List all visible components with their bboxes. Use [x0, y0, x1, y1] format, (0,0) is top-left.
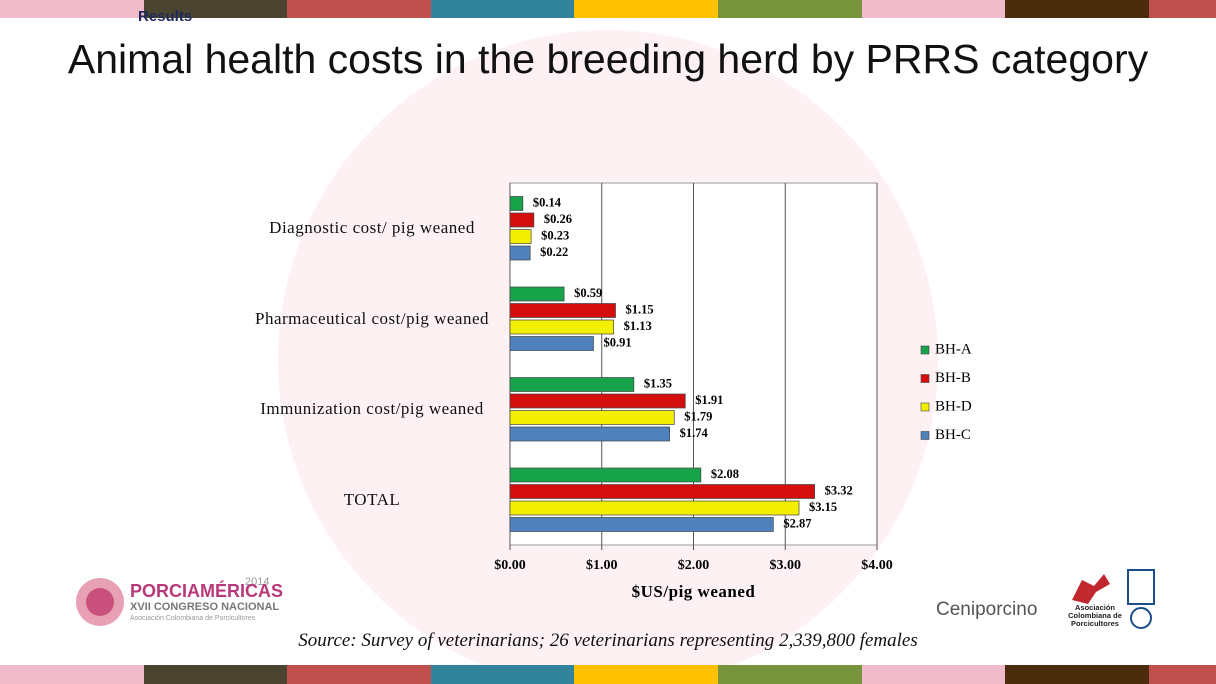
data-label: $0.23 [541, 228, 569, 242]
legend-label: BH-A [935, 341, 972, 357]
x-tick-label: $2.00 [678, 558, 710, 573]
legend-swatch [920, 431, 930, 440]
data-label: $1.15 [626, 302, 654, 316]
y-tick-label: Pharmaceutical cost/pig weaned [254, 308, 490, 328]
source-note: Source: Survey of veterinarians; 26 vete… [298, 630, 918, 651]
y-tick-label: Immunization cost/pig weaned [260, 399, 484, 419]
bar [509, 196, 524, 211]
legend-swatch [920, 374, 930, 383]
bar [509, 500, 800, 516]
data-label: $0.14 [533, 195, 562, 209]
data-label: $0.26 [544, 212, 572, 226]
x-tick-label: $3.00 [770, 558, 802, 573]
data-label: $1.74 [680, 426, 709, 440]
legend-label: BH-B [935, 370, 971, 386]
logo-text: Asociación Colombiana de Porcicultores [130, 615, 256, 622]
bar [509, 212, 535, 228]
top-stripe [0, 0, 1216, 18]
legend-label: BH-D [935, 398, 972, 414]
y-tick-label: Diagnostic cost/ pig weaned [269, 218, 475, 238]
data-label: $1.91 [695, 393, 723, 407]
bar [509, 303, 616, 318]
data-label: $1.79 [684, 409, 712, 423]
bar [509, 410, 675, 425]
bar [509, 517, 774, 532]
bar [509, 426, 670, 442]
bar [509, 229, 532, 244]
data-label: $1.35 [644, 376, 672, 390]
logo-text: PORCIAMÉRICAS [130, 580, 283, 601]
y-tick-label: TOTAL [343, 489, 401, 509]
logo-text-box: Asociación Colombiana de Porcicultores [1068, 604, 1122, 628]
bar [509, 286, 565, 302]
bar [509, 393, 686, 409]
bar [509, 467, 702, 483]
data-label: $3.15 [809, 500, 837, 514]
logo-text: Asociación Colombiana de Porcicultores [1068, 604, 1122, 628]
bar [509, 319, 615, 335]
data-label: $1.13 [624, 319, 652, 333]
header: Results [138, 8, 193, 25]
bar [509, 484, 815, 499]
logo-ceniporcino: Ceniporcino [936, 599, 1037, 620]
data-label: $2.08 [711, 467, 739, 481]
data-label: $0.59 [574, 286, 602, 300]
x-axis-label: $US/pig weaned [632, 582, 756, 601]
bar [509, 377, 635, 392]
chart-title: Animal health costs in the breeding herd… [67, 36, 1149, 82]
logo-text: XVII CONGRESO NACIONAL [130, 601, 279, 613]
legend-swatch [920, 402, 930, 412]
data-label: $0.22 [540, 245, 568, 259]
bar [509, 336, 594, 351]
legend-label: BH-C [935, 427, 971, 443]
logo-text: Ceniporcino [936, 599, 1037, 620]
logo-text: 2014 [245, 576, 269, 588]
logo-asociacion: Asociación Colombiana de Porcicultores [1068, 569, 1155, 629]
data-label: $0.91 [603, 335, 631, 349]
bar [509, 245, 531, 261]
x-tick-label: $4.00 [861, 558, 893, 573]
data-label: $2.87 [783, 516, 811, 530]
logo-porciamericas: 2014 PORCIAMÉRICAS XVII CONGRESO NACIONA… [76, 576, 283, 626]
data-label: $3.32 [825, 483, 853, 497]
x-tick-label: $0.00 [494, 558, 526, 573]
legend-swatch [920, 345, 930, 355]
bottom-stripe [0, 665, 1216, 684]
x-tick-label: $1.00 [586, 558, 618, 573]
